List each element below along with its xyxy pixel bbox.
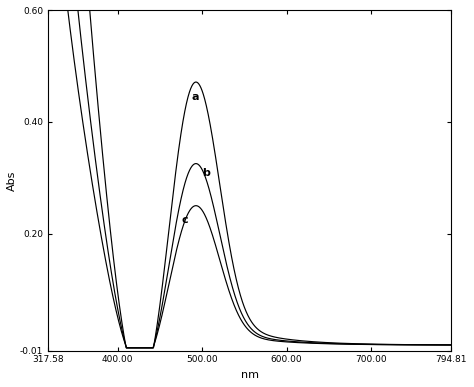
Text: a: a [192, 92, 200, 103]
Text: b: b [202, 168, 210, 178]
Text: c: c [182, 215, 189, 225]
Y-axis label: Abs: Abs [7, 170, 17, 191]
X-axis label: nm: nm [241, 370, 259, 380]
